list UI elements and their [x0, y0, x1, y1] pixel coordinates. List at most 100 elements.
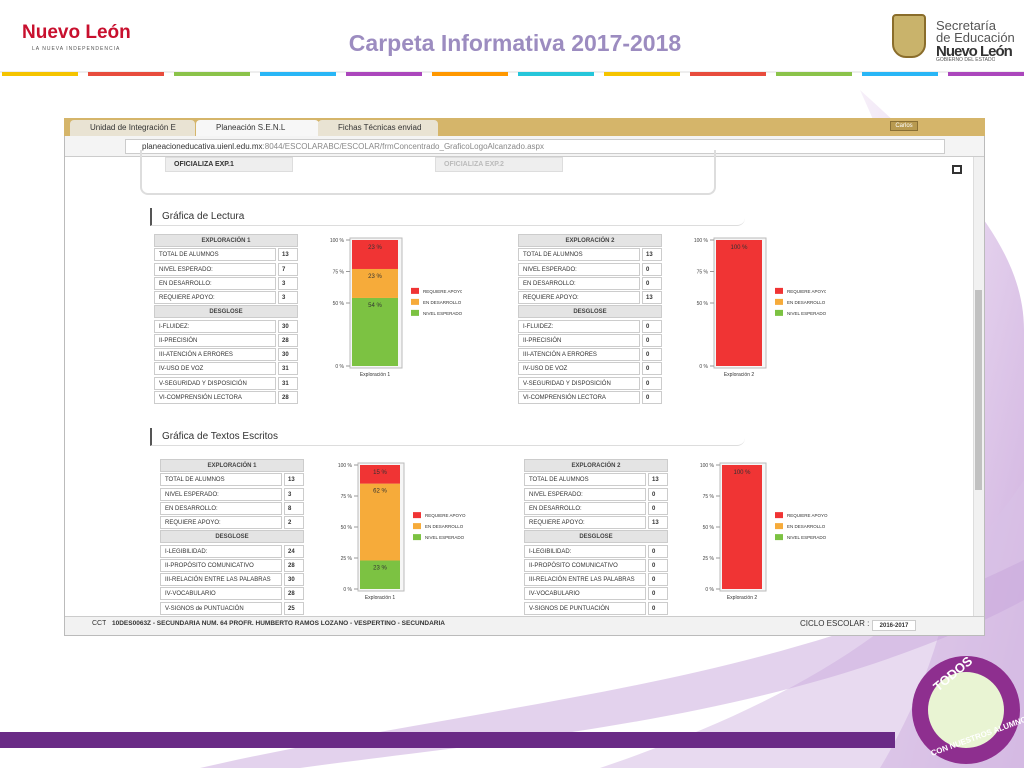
table-label: III-ATENCIÓN A ERRORES — [518, 348, 640, 361]
table-label: II-PROPÓSITO COMUNICATIVO — [160, 558, 282, 572]
bar-segment — [722, 465, 762, 589]
logo-right-line: Nuevo León — [936, 43, 1012, 60]
table-value: 25 — [284, 601, 304, 615]
chart: 0 % 25 % 50 % 75 % 100 % 23 % 62 % 15 % Explorac… — [338, 462, 466, 601]
table-label: IV-VOCABULARIO — [160, 587, 282, 601]
table-value: 3 — [278, 276, 298, 290]
window-controls — [925, 120, 980, 132]
table-label: EN DESARROLLO: — [160, 501, 282, 515]
legend-swatch — [775, 512, 783, 519]
table-value: 28 — [278, 333, 298, 347]
y-tick-label: 50 % — [703, 525, 715, 531]
bar-segment — [352, 240, 398, 269]
crest — [892, 14, 926, 58]
bar-segment — [360, 483, 400, 561]
legend-swatch — [413, 523, 421, 530]
logo-right-line: GOBIERNO DEL ESTADO — [936, 57, 996, 63]
data-label: 23 % — [368, 274, 382, 280]
table-value: 13 — [284, 473, 304, 487]
legend-label: NIVEL ESPERADO — [425, 535, 465, 540]
legend-label: EN DESARROLLO — [423, 300, 462, 305]
logo-right-line: de Educación — [936, 30, 1015, 45]
y-tick-label: 100 % — [338, 463, 353, 469]
bar-segment — [352, 268, 398, 298]
x-axis-label: Exploración 2 — [724, 372, 755, 378]
table-label: NIVEL ESPERADO: — [154, 262, 276, 276]
table-label: TOTAL DE ALUMNOS — [154, 248, 276, 262]
table-label: EN DESARROLLO: — [518, 276, 640, 290]
table-value: 0 — [642, 333, 662, 347]
table-value: 30 — [284, 573, 304, 586]
table-label: IV-USO DE VOZ — [518, 362, 640, 376]
data-label: 62 % — [373, 489, 387, 495]
logo-tagline: LA NUEVA INDEPENDENCIA — [32, 46, 121, 52]
legend-label: REQUIERE APOYO — [423, 289, 462, 294]
table-value: 13 — [648, 473, 668, 487]
table-label: III-RELACIÓN ENTRE LAS PALABRAS — [524, 573, 646, 586]
button[interactable]: OFICIALIZA EXP.1 — [165, 157, 293, 172]
table-label: NIVEL ESPERADO: — [160, 487, 282, 501]
table-label: V-SIGNOS DE PUNTUACIÓN — [524, 601, 646, 615]
table-value: 0 — [642, 390, 662, 404]
table-label: IV-VOCABULARIO — [524, 587, 646, 601]
status-bar — [65, 616, 984, 635]
color-strip — [604, 72, 680, 76]
data-label: 15 % — [373, 470, 387, 476]
y-tick-label: 100 % — [330, 238, 345, 244]
table-label: II-PRECISIÓN — [154, 333, 276, 347]
y-tick-label: 75 % — [341, 494, 353, 500]
tab[interactable]: Planeación S.E.N.L — [196, 120, 319, 136]
table-label: REQUIERE APOYO: — [154, 291, 276, 304]
legend-swatch — [775, 298, 783, 305]
table-label: EN DESARROLLO: — [154, 276, 276, 290]
legend-swatch — [775, 523, 783, 530]
y-tick-label: 50 % — [341, 525, 353, 531]
ciclo-value: 2016-2017 — [872, 620, 916, 631]
y-tick-label: 0 % — [343, 587, 352, 593]
table-value: 8 — [284, 501, 304, 515]
table-label: EN DESARROLLO: — [524, 501, 646, 515]
table-value: 30 — [278, 348, 298, 361]
table-value: 13 — [278, 248, 298, 262]
legend-label: REQUIERE APOYO — [425, 513, 466, 518]
x-axis-label: Exploración 1 — [365, 595, 396, 601]
data-label: 54 % — [368, 303, 382, 309]
table-label: V-SEGURIDAD Y DISPOSICIÓN — [154, 376, 276, 390]
table-label: I-LEGIBILIDAD: — [160, 544, 282, 558]
table-value: 13 — [642, 248, 662, 262]
table-value: 0 — [648, 487, 668, 501]
chart: 0 % 50 % 75 % 100 % 100 % Exploración 2 REQUIE… — [694, 237, 826, 378]
table-header: EXPLORACIÓN 1 — [154, 234, 298, 247]
tab[interactable]: Unidad de Integración E — [70, 120, 195, 136]
color-strip — [2, 72, 78, 76]
button[interactable]: OFICIALIZA EXP.2 — [435, 157, 563, 172]
url-host: planeacioneducativa.uienl.edu.mx — [142, 142, 263, 151]
table-value: 0 — [642, 262, 662, 276]
table-value: 30 — [278, 319, 298, 333]
table-label: III-ATENCIÓN A ERRORES — [154, 348, 276, 361]
color-strip — [346, 72, 422, 76]
table-value: 0 — [648, 501, 668, 515]
tab[interactable]: Fichas Técnicas enviad — [318, 120, 438, 136]
legend-swatch — [775, 534, 783, 541]
legend-label: EN DESARROLLO — [425, 524, 464, 529]
legend-label: EN DESARROLLO — [787, 524, 826, 529]
y-tick-label: 75 % — [697, 270, 709, 276]
section-header: Gráfica de Lectura — [150, 208, 745, 226]
table-value: 13 — [648, 516, 668, 529]
table-label: REQUIERE APOYO: — [524, 516, 646, 529]
nav-buttons — [70, 140, 114, 152]
legend-swatch — [413, 512, 421, 519]
bar-segment — [352, 297, 398, 366]
logo-right-line: Secretaría — [936, 18, 996, 33]
table-label: TOTAL DE ALUMNOS — [518, 248, 640, 262]
y-tick-label: 0 % — [335, 364, 344, 370]
data-label: 100 % — [730, 245, 748, 251]
url-field[interactable]: planeacioneducativa.uienl.edu.mx:8044/ES… — [125, 139, 945, 154]
color-strip — [88, 72, 164, 76]
scroll-thumb — [975, 290, 982, 490]
chart: 0 % 25 % 50 % 75 % 100 % 100 % Exploración 2 RE… — [700, 462, 828, 601]
bar-segment — [360, 465, 400, 484]
table-value: 13 — [642, 291, 662, 304]
